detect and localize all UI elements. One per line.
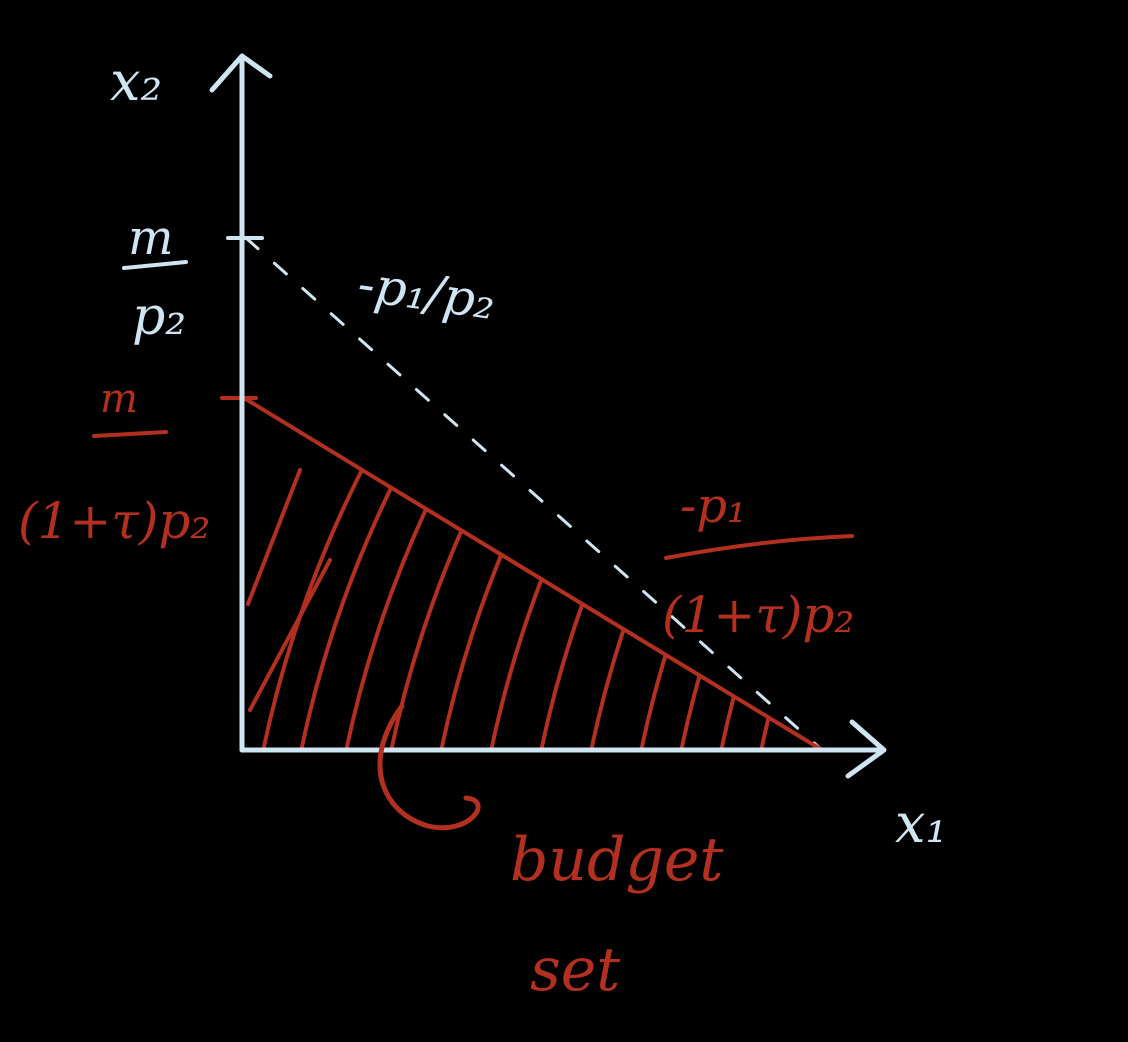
hatch-stroke <box>298 398 452 750</box>
x-axis-arrowhead <box>845 719 887 779</box>
original-slope-label: -p₁/p₂ <box>354 254 499 331</box>
y-axis-label: x₂ <box>110 50 162 113</box>
budget-set-hatching <box>246 398 820 750</box>
hatch-stroke <box>248 558 332 712</box>
hatch-stroke <box>343 398 497 750</box>
budget-set-label-line1: budget <box>510 825 724 895</box>
y-axis-arrowhead <box>209 53 273 93</box>
taxed-slope-fraction-bar <box>664 534 854 560</box>
m-over-p2-numerator: m <box>128 210 174 266</box>
taxed-intercept-denominator: (1+τ)p₂ <box>18 492 210 550</box>
hatch-stroke <box>260 398 414 750</box>
taxed-slope-numerator: -p₁ <box>680 478 746 534</box>
hatch-stroke <box>758 398 820 750</box>
hatch-stroke <box>678 398 820 750</box>
budget-set-pointer <box>377 703 481 831</box>
hatch-stroke <box>246 468 302 606</box>
taxed-intercept-numerator: m <box>100 376 138 422</box>
taxed-slope-denominator: (1+τ)p₂ <box>662 586 854 644</box>
hatch-stroke <box>588 398 742 750</box>
m-over-p2-denominator: p₂ <box>132 287 186 347</box>
budget-set-label-line2: set <box>530 935 621 1005</box>
x-axis-label: x₁ <box>895 792 947 855</box>
hatch-stroke <box>438 398 592 750</box>
hatch-stroke <box>388 398 542 750</box>
m-over-p2-fraction-bar <box>122 260 188 270</box>
taxed-budget-line <box>242 396 824 752</box>
taxed-intercept-fraction-bar <box>92 430 168 438</box>
original-budget-line <box>244 236 824 752</box>
